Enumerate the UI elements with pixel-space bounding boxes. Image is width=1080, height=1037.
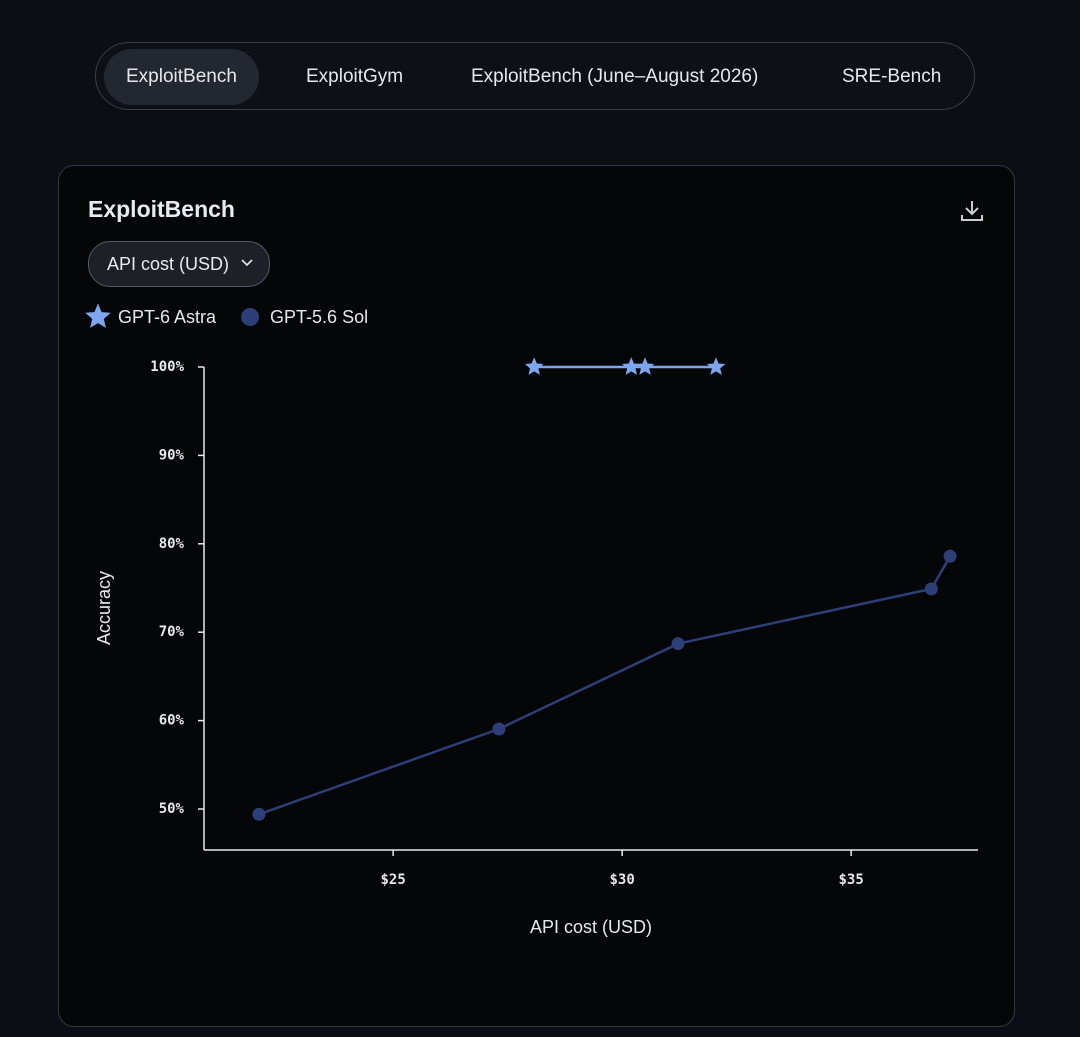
data-point [706, 357, 726, 375]
x-axis-label: API cost (USD) [530, 917, 652, 937]
dropdown-label: API cost (USD) [107, 254, 230, 274]
data-point [635, 357, 655, 375]
tab[interactable]: ExploitBench (June–August 2026) [471, 66, 759, 87]
y-tick-label: 60% [159, 713, 185, 729]
data-point [524, 357, 544, 375]
legend-marker [85, 303, 111, 328]
data-point [943, 549, 957, 563]
data-point [492, 722, 506, 736]
data-point [924, 582, 938, 596]
card-title: ExploitBench [88, 196, 235, 222]
y-tick-label: 90% [159, 447, 185, 463]
tab[interactable]: ExploitBench [104, 49, 259, 105]
y-axis-label: Accuracy [94, 571, 114, 645]
data-point [622, 357, 641, 375]
data-point [671, 637, 685, 651]
legend-label: GPT-5.6 Sol [270, 307, 368, 327]
x-tick-label: $25 [381, 872, 406, 888]
x-tick-label: $30 [609, 872, 634, 888]
tab-bar: ExploitBench ExploitGym ExploitBench (Ju… [95, 42, 975, 110]
legend-marker [241, 308, 260, 326]
chart-card: ExploitBench API cost (USD) [58, 165, 1015, 1027]
data-point [252, 807, 266, 821]
x-tick-label: $35 [838, 872, 863, 888]
metric-dropdown[interactable]: API cost (USD) [88, 241, 271, 287]
y-tick-label: 70% [159, 624, 185, 640]
legend-label: GPT-6 Astra [118, 307, 217, 327]
download-button[interactable] [959, 198, 985, 224]
y-tick-label: 50% [159, 801, 185, 817]
y-tick-label: 100% [150, 359, 184, 375]
tab[interactable]: ExploitGym [306, 66, 404, 87]
y-tick-label: 80% [159, 536, 185, 552]
series-line [258, 555, 952, 816]
tab[interactable]: SRE-Bench [842, 66, 942, 87]
chevron [241, 259, 253, 267]
